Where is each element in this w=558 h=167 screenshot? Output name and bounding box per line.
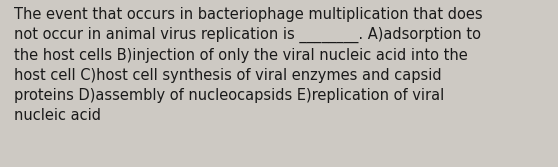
Text: The event that occurs in bacteriophage multiplication that does
not occur in ani: The event that occurs in bacteriophage m… xyxy=(14,7,483,123)
